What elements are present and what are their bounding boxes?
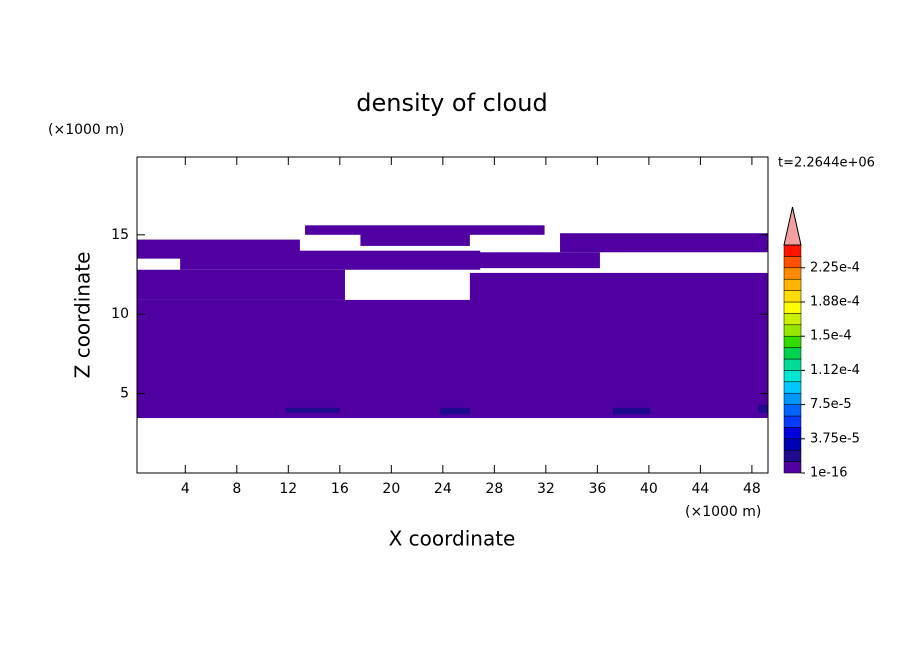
x-tick-label: 40 (640, 481, 658, 497)
cloud-region (305, 225, 545, 235)
colorbar-band (783, 324, 802, 337)
colorbar-tick-label: 1.12e-4 (810, 363, 860, 378)
cloud-region (560, 233, 768, 253)
colorbar-band (783, 415, 802, 428)
x-tick-label: 8 (232, 481, 241, 497)
contour-field (137, 225, 768, 419)
colorbar-band (783, 427, 802, 440)
cloud-region (469, 272, 768, 305)
y-tick-label: 10 (111, 306, 129, 322)
plot-frame (136, 156, 769, 474)
x-tick-label: 16 (331, 481, 349, 497)
y-axis-label: Z coordinate (71, 252, 95, 379)
colorbar-band (783, 256, 802, 269)
x-tick-label: 48 (743, 481, 761, 497)
colorbar-tick-label: 2.25e-4 (810, 260, 860, 275)
cloud-region (137, 299, 768, 419)
cloud-region (180, 250, 481, 270)
colorbar-band (783, 290, 802, 303)
x-tick-label: 24 (434, 481, 452, 497)
colorbar-tick-label: 1e-16 (810, 466, 848, 481)
colorbar-band (783, 449, 802, 462)
colorbar-band (783, 392, 802, 405)
colorbar-band (783, 313, 802, 326)
colorbar-over (783, 206, 802, 246)
colorbar-band (783, 267, 802, 280)
cloud-region (612, 407, 651, 415)
x-axis-label: X coordinate (389, 527, 516, 551)
y-unit: (×1000 m) (48, 122, 124, 138)
y-tick-label: 15 (111, 227, 129, 243)
colorbar-tick-label: 1.5e-4 (810, 329, 852, 344)
colorbar-band (783, 301, 802, 314)
x-tick-label: 32 (537, 481, 555, 497)
x-tick-label: 36 (588, 481, 606, 497)
colorbar-band (783, 347, 802, 360)
colorbar-band (783, 404, 802, 417)
cloud-region (360, 231, 470, 246)
chart-title: density of cloud (356, 89, 547, 117)
cloud-region (285, 407, 340, 413)
colorbar-band (783, 461, 802, 474)
x-tick-label: 4 (181, 481, 190, 497)
colorbar: 1e-16 3.75e-5 7.5e-5 1.12e-4 1.5e-4 1.88e-4 2.… (783, 206, 860, 481)
colorbar-band (783, 278, 802, 291)
x-tick-label: 12 (279, 481, 297, 497)
colorbar-tick-label: 7.5e-5 (810, 397, 852, 412)
x-tick-label: 20 (382, 481, 400, 497)
colorbar-band (783, 358, 802, 371)
cloud-region (137, 269, 345, 300)
cloud-region (464, 252, 600, 269)
x-tick-label: 28 (485, 481, 503, 497)
colorbar-band (783, 370, 802, 383)
colorbar-band (783, 381, 802, 394)
x-tick-label: 44 (691, 481, 709, 497)
y-tick-label: 5 (120, 386, 129, 402)
colorbar-band (783, 244, 802, 257)
cloud-region (758, 404, 768, 413)
colorbar-band (783, 438, 802, 451)
x-unit: (×1000 m) (685, 504, 761, 520)
colorbar-tick-label: 3.75e-5 (810, 431, 860, 446)
colorbar-tick-label: 1.88e-4 (810, 295, 860, 310)
colorbar-band (783, 335, 802, 348)
time-annotation: t=2.2644e+06 (778, 156, 875, 171)
cloud-region (440, 407, 470, 415)
